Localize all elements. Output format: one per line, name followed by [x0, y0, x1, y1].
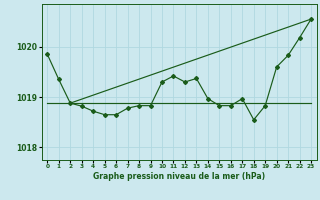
X-axis label: Graphe pression niveau de la mer (hPa): Graphe pression niveau de la mer (hPa): [93, 172, 265, 181]
